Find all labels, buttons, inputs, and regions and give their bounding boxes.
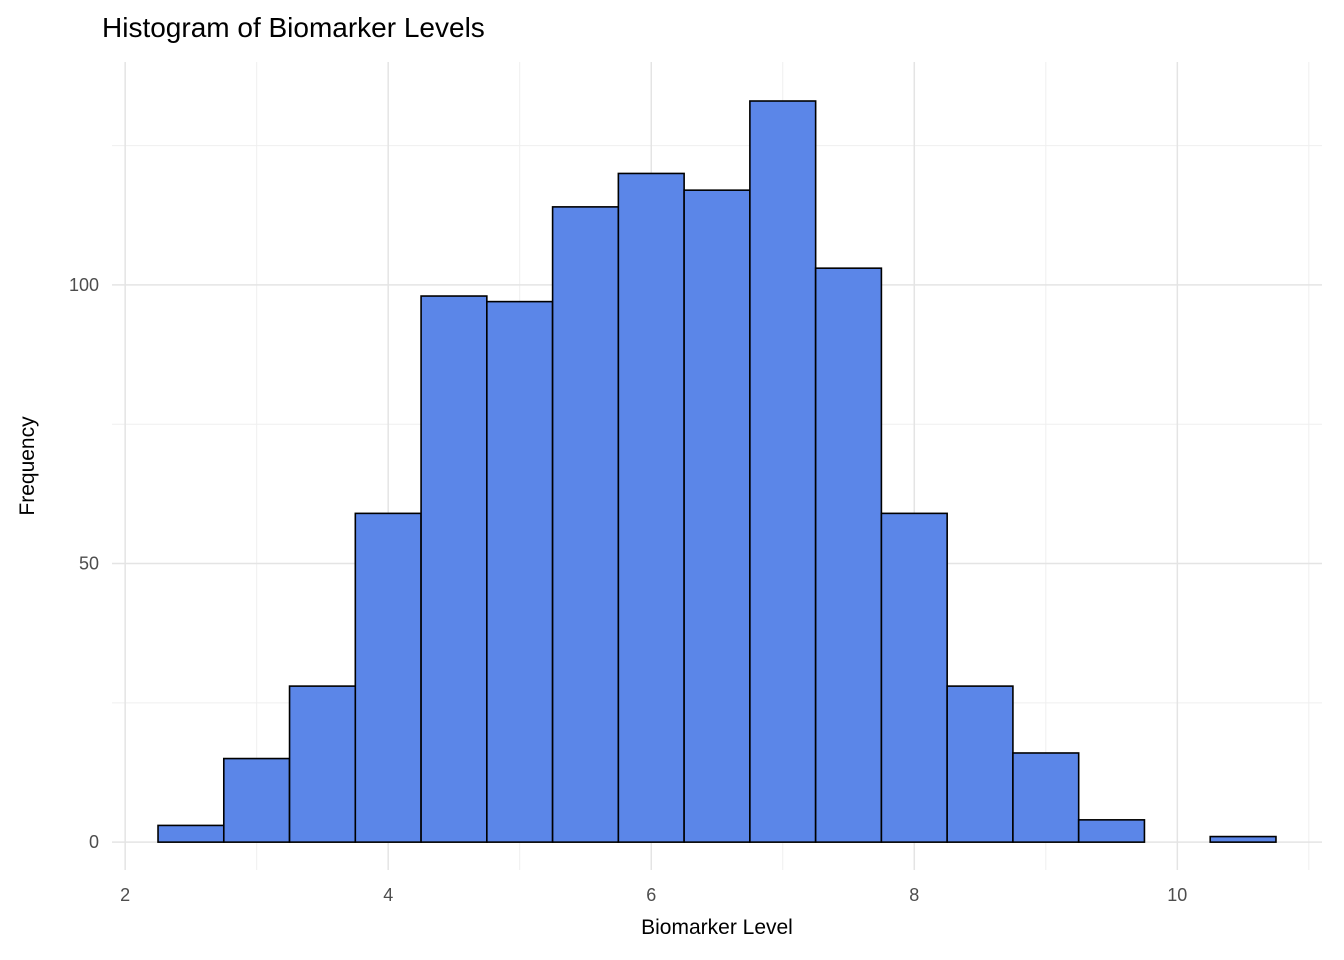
histogram-bar [880, 512, 948, 843]
histogram-bar [1077, 819, 1146, 843]
histogram-bar [1012, 752, 1080, 843]
histogram-bar [946, 685, 1014, 843]
x-axis-title: Biomarker Level [641, 916, 793, 939]
histogram-bar [222, 757, 291, 843]
histogram-bar [288, 685, 357, 843]
histogram-bar [551, 206, 620, 843]
x-tick-label: 8 [909, 885, 919, 905]
chart-title: Histogram of Biomarker Levels [102, 12, 485, 43]
x-tick-label: 6 [646, 885, 656, 905]
y-tick-label: 50 [79, 554, 99, 574]
histogram-bar [354, 512, 422, 843]
histogram-bar [420, 295, 488, 843]
histogram-bar [749, 100, 817, 843]
x-tick-label: 2 [120, 885, 130, 905]
histogram-bar [814, 267, 883, 843]
x-tick-label: 4 [383, 885, 393, 905]
y-tick-label: 0 [89, 832, 99, 852]
x-tick-label: 10 [1167, 885, 1187, 905]
histogram-bar [617, 172, 685, 843]
y-tick-label: 100 [69, 275, 99, 295]
histogram-bar [1209, 835, 1277, 843]
histogram-bar [683, 189, 751, 843]
histogram-bar [157, 824, 225, 843]
y-axis-title: Frequency [16, 416, 39, 516]
histogram-bar [486, 300, 554, 843]
